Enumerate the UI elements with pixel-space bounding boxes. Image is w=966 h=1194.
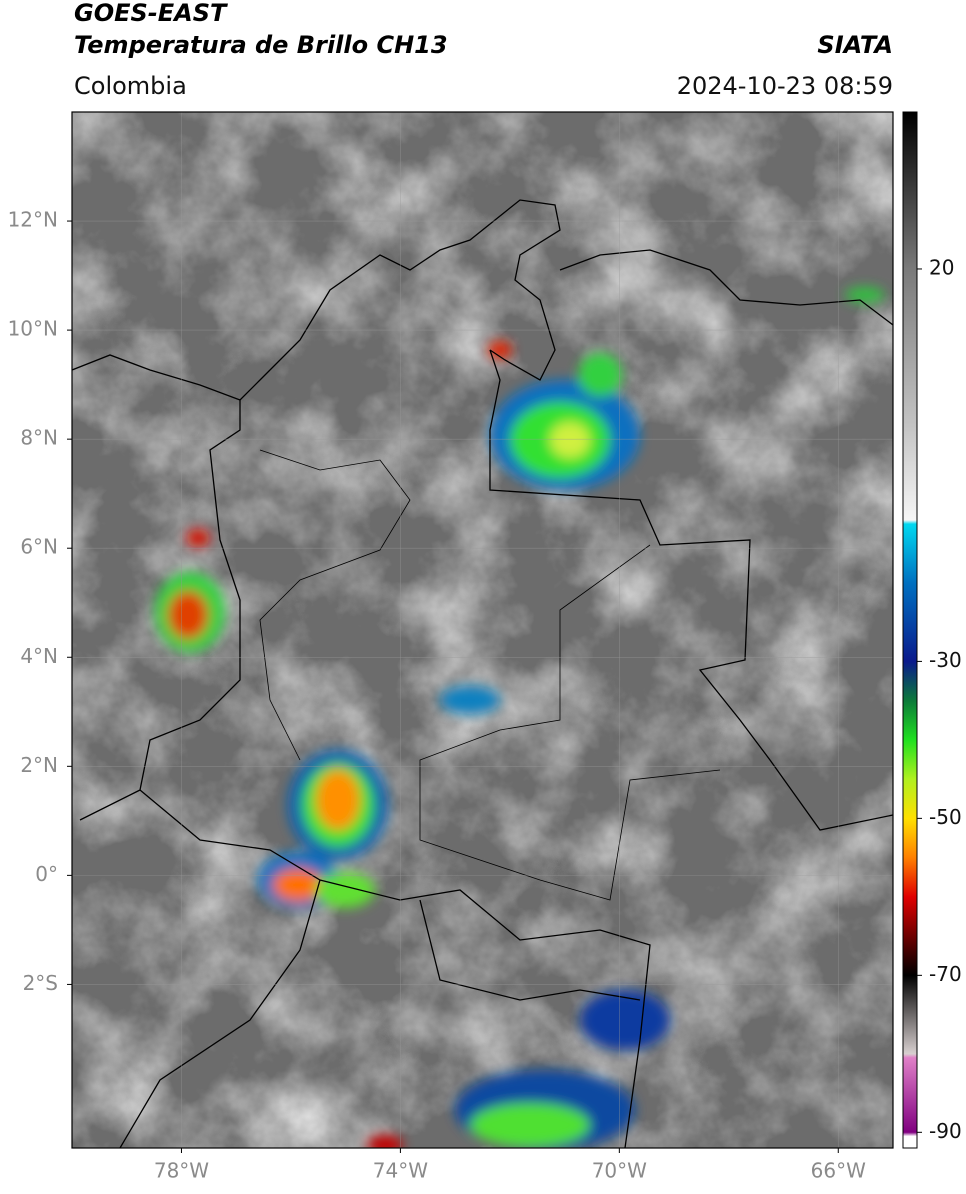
- colorbar-tick-label: -50: [929, 805, 962, 829]
- colorbar-tick-label: 20: [929, 255, 954, 279]
- coast: [79, 400, 241, 821]
- storm: [488, 341, 512, 359]
- lat-tick-label: 8°N: [20, 426, 58, 450]
- storm: [580, 990, 670, 1050]
- product: Temperatura de Brillo CH13: [74, 31, 448, 59]
- lat-tick-label: 6°N: [20, 535, 58, 559]
- border: [489, 349, 893, 831]
- lon-tick-label: 66°W: [811, 1159, 866, 1183]
- department: [259, 449, 411, 761]
- borders: [72, 199, 893, 1148]
- colorbar: [902, 111, 918, 1149]
- brand: SIATA: [817, 31, 893, 59]
- border: [119, 879, 321, 1148]
- colorbar-tick-label: -90: [929, 1119, 962, 1143]
- storm: [168, 591, 208, 639]
- lon-tick-label: 70°W: [592, 1159, 647, 1183]
- storm: [186, 529, 210, 547]
- storm-cells: [155, 287, 885, 1148]
- storm: [315, 872, 375, 908]
- region: Colombia: [74, 72, 187, 100]
- border: [139, 789, 651, 1148]
- datetime: 2024-10-23 08:59: [677, 72, 893, 100]
- map-frame: [71, 111, 894, 1149]
- lat-tick-label: 12°N: [8, 208, 58, 232]
- satellite: GOES-EAST: [74, 0, 228, 27]
- lat-tick-label: 10°N: [8, 317, 58, 341]
- department: [419, 544, 721, 901]
- coast: [72, 199, 561, 401]
- storm: [316, 770, 360, 830]
- lat-tick-label: 0°: [35, 862, 58, 886]
- colorbar-tick-label: -30: [929, 648, 962, 672]
- storm: [440, 686, 500, 714]
- coast: [559, 249, 893, 326]
- storm: [550, 422, 590, 458]
- storm: [845, 287, 885, 303]
- lon-tick-label: 78°W: [154, 1159, 209, 1183]
- border: [419, 899, 641, 1001]
- satellite-image: [72, 112, 893, 1148]
- storm: [578, 353, 622, 397]
- storm: [273, 869, 323, 901]
- lon-tick-label: 74°W: [373, 1159, 428, 1183]
- storm: [470, 1103, 590, 1147]
- storm: [367, 1135, 403, 1148]
- lat-tick-label: 4°N: [20, 644, 58, 668]
- colorbar-tick-label: -70: [929, 962, 962, 986]
- lat-tick-label: 2°S: [23, 971, 58, 995]
- lat-tick-label: 2°N: [20, 753, 58, 777]
